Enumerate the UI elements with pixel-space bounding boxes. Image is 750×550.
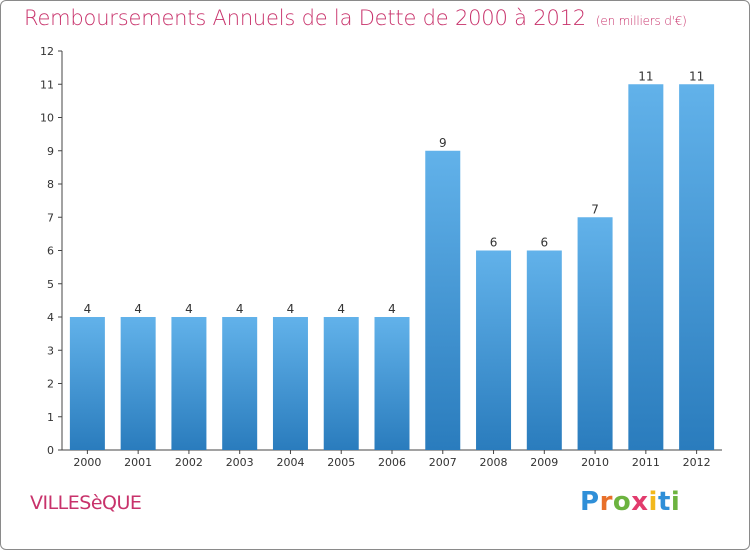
y-tick-label: 4 bbox=[47, 311, 54, 324]
x-tick-label: 2003 bbox=[226, 456, 254, 469]
x-tick-label: 2001 bbox=[124, 456, 152, 469]
chart-bars bbox=[69, 84, 715, 450]
x-tick-label: 2006 bbox=[378, 456, 406, 469]
y-tick-label: 3 bbox=[47, 344, 54, 357]
data-label: 4 bbox=[287, 302, 295, 316]
bar bbox=[679, 84, 715, 450]
y-tick-label: 11 bbox=[40, 78, 54, 91]
logo-letter: P bbox=[580, 487, 600, 517]
chart-title-unit: (en milliers d'€) bbox=[595, 14, 687, 28]
x-tick-label: 2011 bbox=[632, 456, 660, 469]
data-label: 4 bbox=[134, 302, 142, 316]
data-label: 4 bbox=[388, 302, 396, 316]
bar bbox=[323, 317, 359, 450]
bar bbox=[171, 317, 207, 450]
x-tick-label: 2007 bbox=[429, 456, 457, 469]
x-tick-label: 2012 bbox=[683, 456, 711, 469]
data-label: 4 bbox=[236, 302, 244, 316]
logo-letter: o bbox=[612, 487, 632, 517]
bar bbox=[120, 317, 156, 450]
logo-letter: t bbox=[657, 487, 671, 517]
data-label: 4 bbox=[185, 302, 193, 316]
data-label: 9 bbox=[439, 136, 447, 150]
proxiti-logo: Proxiti bbox=[580, 487, 680, 517]
x-tick-label: 2000 bbox=[73, 456, 101, 469]
y-tick-label: 0 bbox=[47, 444, 54, 457]
commune-name: VILLESèQUE bbox=[30, 492, 142, 514]
y-tick-label: 12 bbox=[40, 45, 54, 58]
data-label: 11 bbox=[638, 69, 653, 83]
bar bbox=[425, 150, 461, 450]
logo-letter: x bbox=[631, 487, 649, 517]
bar bbox=[628, 84, 664, 450]
x-tick-label: 2009 bbox=[530, 456, 558, 469]
x-tick-label: 2005 bbox=[327, 456, 355, 469]
x-tick-label: 2010 bbox=[581, 456, 609, 469]
x-tick-label: 2002 bbox=[175, 456, 203, 469]
bar bbox=[476, 250, 512, 450]
bar bbox=[526, 250, 562, 450]
data-label: 6 bbox=[490, 236, 498, 250]
bar bbox=[69, 317, 105, 450]
x-tick-label: 2004 bbox=[276, 456, 304, 469]
y-tick-label: 9 bbox=[47, 145, 54, 158]
y-tick-label: 10 bbox=[40, 112, 54, 125]
y-tick-label: 8 bbox=[47, 178, 54, 191]
data-label: 4 bbox=[337, 302, 345, 316]
y-tick-label: 6 bbox=[47, 245, 54, 258]
chart-labels: 2000 4 2001 4 2002 4 2003 4 2004 4 2005 4 2006 4 2007 9… bbox=[73, 69, 710, 469]
data-label: 6 bbox=[540, 236, 548, 250]
chart-title-text: Remboursements Annuels de la Dette de 20… bbox=[24, 6, 586, 30]
x-tick-label: 2008 bbox=[480, 456, 508, 469]
y-tick-label: 1 bbox=[47, 411, 54, 424]
bar bbox=[577, 217, 613, 450]
y-tick-label: 2 bbox=[47, 378, 54, 391]
y-tick-label: 5 bbox=[47, 278, 54, 291]
bar bbox=[272, 317, 308, 450]
logo-letter: r bbox=[599, 487, 613, 517]
bar bbox=[374, 317, 410, 450]
data-label: 7 bbox=[591, 202, 599, 216]
data-label: 4 bbox=[84, 302, 92, 316]
logo-letter: i bbox=[670, 487, 681, 517]
bar bbox=[222, 317, 258, 450]
logo-letter: i bbox=[648, 487, 658, 517]
data-label: 11 bbox=[689, 69, 704, 83]
y-tick-label: 7 bbox=[47, 211, 54, 224]
chart-title: Remboursements Annuels de la Dette de 20… bbox=[24, 6, 687, 30]
